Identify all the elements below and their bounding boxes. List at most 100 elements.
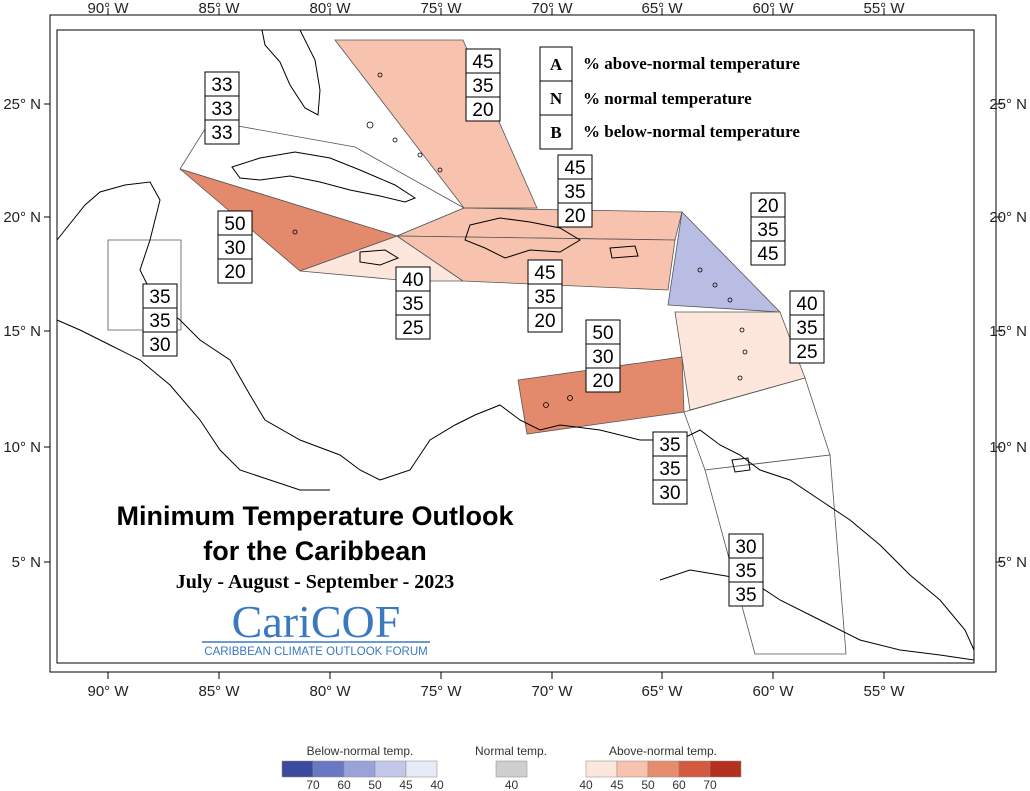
scale-value-above: 40 (579, 778, 593, 791)
prob-box-cell (750, 240, 786, 266)
prob-value-a: 50 (224, 214, 245, 235)
island (292, 229, 298, 235)
lon-label: 70° W (531, 683, 573, 700)
prob-box-cell (527, 283, 563, 309)
prob-value-n: 35 (472, 76, 493, 97)
map-inner-frame (56, 29, 975, 664)
prob-box-cell (395, 290, 431, 316)
prob-box-cell (204, 119, 240, 145)
scale-title-above: Above-normal temp. (609, 744, 717, 758)
prob-value-b: 35 (735, 585, 756, 606)
island (712, 282, 718, 288)
island (567, 395, 573, 401)
island (366, 121, 374, 129)
prob-value-b: 33 (211, 123, 232, 144)
prob-box-cell (789, 290, 825, 316)
prob-value-n: 35 (796, 318, 817, 339)
scale-swatch-below (405, 760, 438, 778)
prob-value-a: 33 (211, 75, 232, 96)
prob-value-n: 30 (592, 347, 613, 368)
prob-value-b: 45 (757, 244, 778, 265)
scale-title-below: Below-normal temp. (307, 744, 414, 758)
prob-value-a: 30 (735, 537, 756, 558)
lon-label: 75° W (420, 683, 462, 700)
scale-swatch-above (709, 760, 742, 778)
prob-value-a: 20 (757, 196, 778, 217)
prob-value-n: 35 (564, 182, 585, 203)
prob-box-cell (585, 319, 621, 345)
island (739, 327, 745, 333)
prob-value-b: 20 (472, 100, 493, 121)
hispaniola-coast (464, 217, 581, 259)
island (377, 72, 383, 78)
probability-boxes: 45 35 20 33 33 33 50 30 20 40 35 25 45 35 20 45 35 20 20 35… (142, 48, 825, 607)
scale-swatch-above (678, 760, 711, 778)
prob-value-n: 35 (735, 561, 756, 582)
prob-box-cell (728, 581, 764, 607)
lat-ticks (44, 103, 1002, 563)
prob-box-cell (652, 431, 688, 457)
scale-swatch-below (374, 760, 407, 778)
prob-value-a: 40 (796, 294, 817, 315)
lat-labels-left: 25° N 20° N 15° N 10° N 5° N (3, 96, 41, 571)
scale-swatch-above (585, 760, 618, 778)
lon-label: 80° W (309, 0, 351, 17)
prob-box-cell (652, 455, 688, 481)
prob-box-cell (557, 202, 593, 228)
key-letter-a: A (550, 55, 563, 74)
prob-value-b: 20 (534, 311, 555, 332)
region-leeward (667, 211, 782, 313)
island (697, 267, 703, 273)
prob-value-n: 35 (149, 311, 170, 332)
prob-value-a: 45 (564, 158, 585, 179)
lat-label: 5° N (998, 554, 1027, 571)
island (737, 375, 743, 381)
scale-value-normal: 40 (505, 778, 519, 791)
prob-value-b: 20 (592, 371, 613, 392)
key-letter-b: B (550, 123, 561, 142)
island (417, 152, 423, 158)
lon-label: 85° W (198, 683, 240, 700)
prob-value-n: 35 (402, 294, 423, 315)
key-box-n (539, 80, 573, 116)
prob-value-a: 45 (472, 52, 493, 73)
scale-swatch-above (647, 760, 680, 778)
lat-label: 25° N (989, 96, 1027, 113)
lon-labels-bottom: 90° W 85° W 80° W 75° W 70° W 65° W 60° … (87, 683, 905, 700)
prob-box-cell (217, 258, 253, 284)
prob-box-cell (557, 154, 593, 180)
scale-value-above: 60 (672, 778, 686, 791)
prob-value-b: 30 (149, 335, 170, 356)
prob-value-a: 50 (592, 323, 613, 344)
prob-value-b: 25 (402, 318, 423, 339)
scale-value-below: 40 (430, 778, 444, 791)
island (392, 137, 398, 143)
lon-label: 55° W (863, 683, 905, 700)
prob-box-cell (204, 71, 240, 97)
key-desc-a: % above-normal temperature (583, 54, 800, 73)
probability-key: A N B % above-normal temperature % norma… (539, 46, 800, 150)
prob-value-n: 35 (757, 220, 778, 241)
scale-swatch-below (281, 760, 314, 778)
central-america-coast (56, 181, 975, 651)
lon-label: 90° W (87, 0, 129, 17)
prob-value-b: 20 (564, 206, 585, 227)
map-title: Minimum Temperature Outlook (116, 501, 514, 531)
prob-box-cell (395, 314, 431, 340)
key-desc-b: % below-normal temperature (583, 122, 800, 141)
lon-label: 55° W (863, 0, 905, 17)
lon-label: 90° W (87, 683, 129, 700)
key-letter-n: N (550, 89, 563, 108)
scale-swatch-below (312, 760, 345, 778)
island (437, 167, 443, 173)
lat-label: 5° N (12, 554, 41, 571)
title-backdrop (80, 492, 550, 604)
scale-title-normal: Normal temp. (475, 744, 547, 758)
prob-box-cell (142, 331, 178, 357)
islands (292, 72, 748, 408)
island (543, 402, 549, 408)
prob-box-cell (204, 95, 240, 121)
prob-value-n: 35 (659, 459, 680, 480)
caricof-logo: CariCOF CARIBBEAN CLIMATE OUTLOOK FORUM (202, 596, 430, 658)
prob-value-a: 35 (149, 287, 170, 308)
